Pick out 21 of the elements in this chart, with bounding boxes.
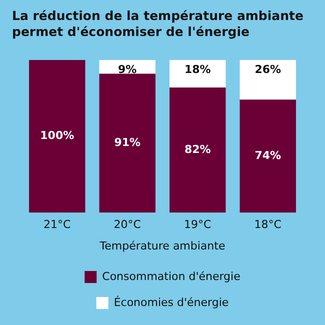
- bar: [99, 74, 156, 213]
- x-tick-label: 19°C: [184, 218, 212, 232]
- x-tick-label: 18°C: [254, 218, 282, 232]
- bar: [170, 87, 226, 213]
- data-label: 82%: [184, 142, 211, 156]
- bar: [240, 100, 296, 213]
- data-label: 100%: [40, 129, 74, 142]
- data-label: 26%: [254, 62, 282, 76]
- legend-label: Économies d'énergie: [114, 294, 229, 309]
- bar: [29, 60, 86, 213]
- data-label: 74%: [254, 148, 282, 162]
- bar: [240, 60, 296, 100]
- x-tick-label: 21°C: [44, 218, 72, 232]
- legend-label: Consommation d'énergie: [102, 270, 241, 283]
- x-tick-label: 20°C: [114, 218, 142, 232]
- data-label: 18%: [184, 62, 211, 76]
- data-label: 9%: [118, 62, 137, 76]
- x-axis-title: Température ambiante: [98, 239, 226, 252]
- chart-title: La réduction de la température ambiante permet d'économiser de l'énergie: [12, 8, 304, 40]
- data-label: 91%: [114, 136, 141, 150]
- bar: [170, 60, 226, 88]
